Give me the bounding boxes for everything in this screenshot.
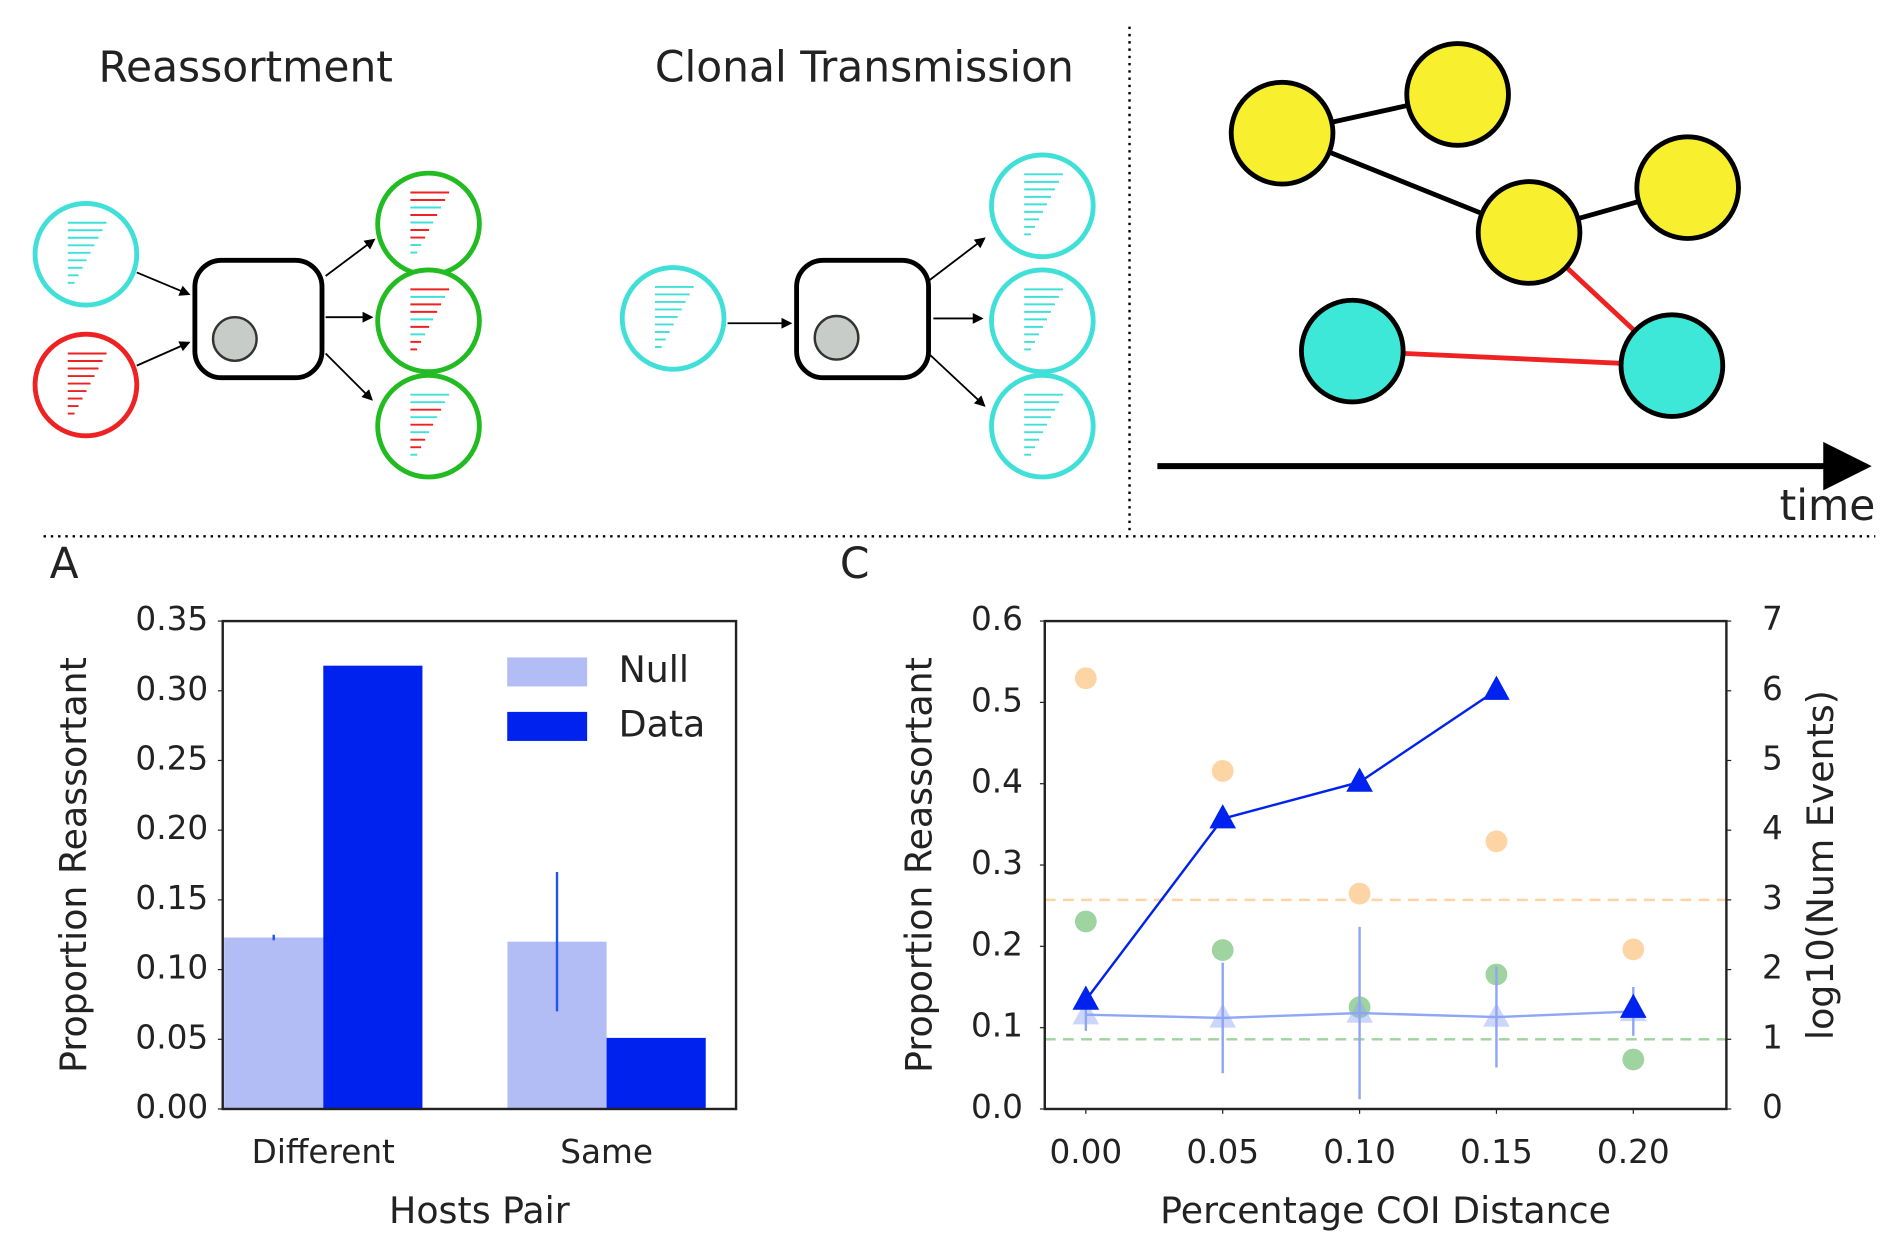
x-tick-label: Different bbox=[252, 1133, 395, 1171]
plot-frame bbox=[221, 619, 738, 1111]
virus bbox=[989, 372, 1096, 480]
y-tick-label: 0.35 bbox=[135, 600, 208, 638]
bar bbox=[224, 937, 324, 1109]
y2-tick-label: 1 bbox=[1762, 1018, 1783, 1056]
triangle-marker bbox=[1346, 998, 1373, 1023]
plot-frame bbox=[1043, 619, 1728, 1111]
y2-axis-label: log10(Num Events) bbox=[1799, 690, 1842, 1040]
time-label: time bbox=[1780, 481, 1876, 530]
virus bbox=[989, 152, 1096, 260]
y2-tick-label: 6 bbox=[1762, 670, 1783, 708]
nucleus bbox=[211, 315, 258, 362]
virus bbox=[375, 267, 482, 375]
triangle-marker bbox=[1619, 993, 1647, 1018]
y-tick-label: 0.30 bbox=[135, 670, 208, 708]
cell bbox=[192, 257, 325, 381]
nucleus bbox=[813, 314, 860, 361]
y-tick-label: 0.2 bbox=[971, 925, 1023, 963]
x-tick-label: 0.15 bbox=[1460, 1133, 1533, 1171]
y2-tick-label: 4 bbox=[1762, 809, 1783, 847]
x-axis-label: Hosts Pair bbox=[389, 1189, 570, 1232]
point-marker bbox=[1485, 830, 1508, 853]
virus bbox=[32, 200, 140, 308]
triangle-marker bbox=[1072, 985, 1100, 1010]
legend-swatch bbox=[507, 657, 588, 687]
x-tick-label: 0.00 bbox=[1049, 1133, 1122, 1171]
triangle-marker bbox=[1483, 1002, 1510, 1027]
triangle-marker bbox=[1072, 1000, 1100, 1025]
bar bbox=[323, 665, 423, 1109]
y-tick-label: 0.25 bbox=[135, 739, 208, 777]
bar bbox=[606, 1037, 706, 1109]
network-nodes bbox=[1228, 41, 1741, 419]
triangle-marker bbox=[1209, 1003, 1237, 1028]
point-marker bbox=[1622, 938, 1645, 961]
reassortment-title: Reassortment bbox=[99, 43, 393, 92]
y-axis-label: Proportion Reassortant bbox=[897, 657, 940, 1073]
x-tick-label: Same bbox=[560, 1133, 653, 1171]
diagram: Reassortment Clonal Transmission time A … bbox=[43, 26, 1876, 588]
y2-tick-label: 0 bbox=[1762, 1088, 1783, 1126]
y-tick-label: 0.3 bbox=[971, 844, 1023, 882]
panel-label: C bbox=[840, 539, 870, 588]
legend-label: Null bbox=[619, 648, 689, 691]
series-line bbox=[1085, 1010, 1634, 1020]
point-marker bbox=[1348, 882, 1371, 905]
y-tick-label: 0.00 bbox=[135, 1088, 208, 1126]
virus bbox=[375, 170, 482, 278]
clonal-title: Clonal Transmission bbox=[655, 43, 1074, 92]
x-tick-label: 0.05 bbox=[1186, 1133, 1259, 1171]
cell bbox=[794, 257, 931, 381]
virus bbox=[619, 265, 727, 372]
arrows bbox=[136, 237, 986, 407]
virus bbox=[32, 331, 140, 439]
series-line bbox=[1084, 689, 1498, 1001]
y-tick-label: 0.15 bbox=[135, 879, 208, 917]
y-tick-label: 0.20 bbox=[135, 809, 208, 847]
point-marker bbox=[1211, 939, 1234, 961]
point-marker bbox=[1211, 760, 1234, 782]
virus bbox=[989, 267, 1096, 375]
virus bbox=[375, 372, 482, 480]
triangle-marker bbox=[1209, 804, 1237, 829]
y-tick-label: 0.5 bbox=[971, 681, 1023, 719]
triangle-marker bbox=[1483, 675, 1510, 700]
y-tick-label: 0.10 bbox=[135, 949, 208, 987]
x-axis-label: Percentage COI Distance bbox=[1160, 1189, 1611, 1232]
legend-label: Data bbox=[619, 702, 706, 745]
y2-tick-label: 7 bbox=[1762, 600, 1783, 638]
y2-tick-label: 3 bbox=[1762, 879, 1783, 917]
triangle-marker bbox=[1346, 767, 1373, 792]
x-tick-label: 0.20 bbox=[1597, 1133, 1670, 1171]
y2-tick-label: 2 bbox=[1762, 949, 1783, 987]
x-tick-label: 0.10 bbox=[1323, 1133, 1396, 1171]
point-marker bbox=[1622, 1048, 1645, 1071]
y-tick-label: 0.4 bbox=[971, 763, 1023, 801]
legend-swatch bbox=[507, 711, 588, 741]
y2-tick-label: 5 bbox=[1762, 739, 1783, 777]
y-tick-label: 0.05 bbox=[135, 1018, 208, 1056]
point-marker bbox=[1074, 910, 1097, 933]
y-tick-label: 0.6 bbox=[971, 600, 1023, 638]
y-tick-label: 0.1 bbox=[971, 1007, 1023, 1045]
y-tick-label: 0.0 bbox=[971, 1088, 1023, 1126]
point-marker bbox=[1074, 667, 1097, 690]
y-axis-label: Proportion Reassortant bbox=[52, 657, 95, 1073]
panel-label: A bbox=[50, 539, 79, 588]
